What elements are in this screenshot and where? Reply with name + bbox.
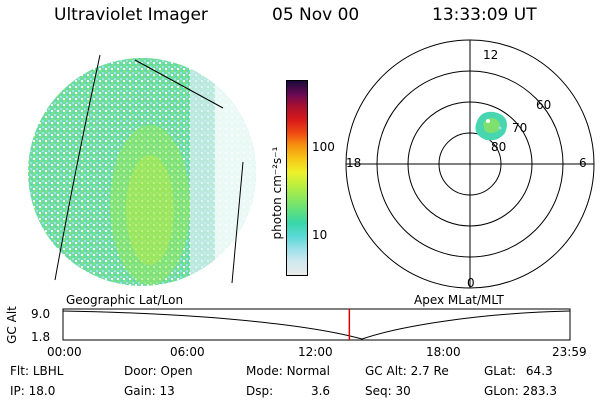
mlat-label-80: 80 — [491, 140, 507, 154]
colorbar-tick-10: 10 — [312, 228, 328, 242]
dsp-field: Dsp: 3.6 — [246, 384, 330, 398]
door-value: Open — [160, 364, 193, 378]
altitude-curve — [62, 310, 571, 340]
glon-field: GLon: 283.3 — [484, 384, 557, 398]
ip-label: IP: — [10, 384, 25, 398]
time-tick-1800: 18:00 — [426, 345, 461, 359]
time-tick-2359: 23:59 — [552, 345, 587, 359]
seq-value: 30 — [395, 384, 411, 398]
glon-value: 283.3 — [522, 384, 557, 398]
gain-field: Gain: 13 — [124, 384, 175, 398]
flt-label: Flt: — [10, 364, 29, 378]
ip-value: 18.0 — [28, 384, 56, 398]
geographic-label: Geographic Lat/Lon — [66, 293, 184, 307]
geographic-grid-lines — [54, 54, 244, 284]
mlt-label-0: 0 — [467, 276, 475, 290]
glat-field: GLat: 64.3 — [484, 364, 553, 378]
altitude-tick-high: 9.0 — [31, 307, 51, 321]
mlt-label-18: 18 — [346, 156, 362, 170]
dsp-value: 3.6 — [310, 384, 331, 398]
mode-value: Normal — [286, 364, 330, 378]
time-tick-0600: 06:00 — [170, 345, 205, 359]
ip-field: IP: 18.0 — [10, 384, 55, 398]
mlat-label-70: 70 — [512, 121, 528, 135]
gcalt-value: 2.7 Re — [410, 364, 449, 378]
glat-label: GLat: — [484, 364, 517, 378]
time-tick-0000: 00:00 — [47, 345, 82, 359]
time-tick-1200: 12:00 — [298, 345, 333, 359]
altitude-tick-low: 1.8 — [31, 330, 51, 344]
colorbar-tick-100: 100 — [312, 140, 335, 154]
flt-field: Flt: LBHL — [10, 364, 63, 378]
mlat-label-60: 60 — [536, 98, 552, 112]
seq-field: Seq: 30 — [365, 384, 411, 398]
gcalt-label: GC Alt: — [365, 364, 407, 378]
mode-field: Mode: Normal — [246, 364, 330, 378]
mode-label: Mode: — [246, 364, 283, 378]
colorbar — [286, 80, 308, 276]
mlt-label-12: 12 — [483, 48, 499, 62]
glon-label: GLon: — [484, 384, 519, 398]
gain-label: Gain: — [124, 384, 156, 398]
instrument-title: Ultraviolet Imager — [54, 5, 208, 25]
image-date: 05 Nov 00 — [272, 5, 360, 25]
auroral-oval-patch — [475, 111, 507, 141]
apex-label: Apex MLat/MLT — [414, 293, 504, 307]
door-field: Door: Open — [124, 364, 193, 378]
door-label: Door: — [124, 364, 157, 378]
mlt-label-6: 6 — [579, 156, 587, 170]
gcalt-field: GC Alt: 2.7 Re — [365, 364, 449, 378]
image-time: 13:33:09 UT — [432, 5, 537, 25]
flt-value: LBHL — [32, 364, 64, 378]
seq-label: Seq: — [365, 384, 392, 398]
dsp-label: Dsp: — [246, 384, 274, 398]
glat-value: 64.3 — [525, 364, 553, 378]
gain-value: 13 — [159, 384, 175, 398]
